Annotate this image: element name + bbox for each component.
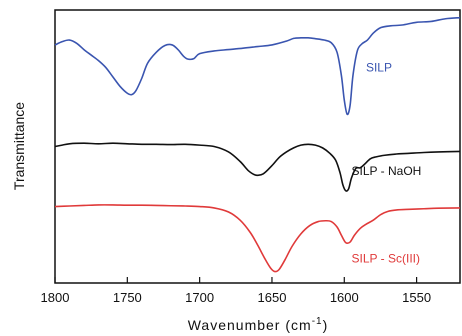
- series-line-0: [54, 16, 461, 116]
- x-tick-label: 1750: [113, 290, 142, 305]
- x-ticks: 1800 1750 1700 1650 1600 1550: [41, 277, 431, 305]
- x-axis-title: Wavenumber (cm-1): [188, 316, 329, 333]
- series-group: [54, 16, 461, 273]
- y-axis-title: Transmittance: [11, 102, 27, 190]
- x-axis-title-main: Wavenumber (cm: [188, 317, 312, 333]
- plot-frame: [54, 9, 461, 284]
- x-tick-label: 1650: [258, 290, 287, 305]
- series-label-2: SILP - Sc(III): [352, 252, 420, 266]
- series-labels: SILP SILP - NaOH SILP - Sc(III): [352, 60, 422, 265]
- series-line-2: [54, 204, 461, 273]
- series-line-1: [54, 142, 461, 192]
- series-label-0: SILP: [366, 60, 392, 74]
- x-axis-title-suffix: ): [323, 317, 329, 333]
- x-tick-label: 1600: [330, 290, 359, 305]
- series-label-1: SILP - NaOH: [352, 164, 422, 178]
- x-tick-label: 1550: [402, 290, 431, 305]
- x-tick-label: 1700: [185, 290, 214, 305]
- x-tick-label: 1800: [41, 290, 70, 305]
- x-axis-title-superscript: -1: [312, 316, 323, 327]
